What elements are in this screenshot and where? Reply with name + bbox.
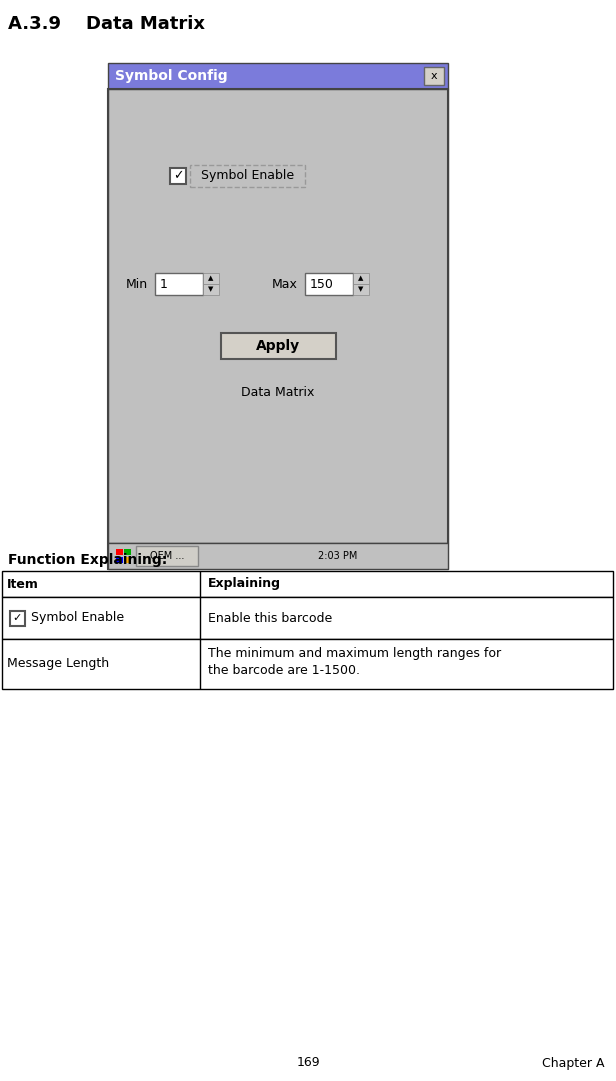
Text: Enable this barcode: Enable this barcode <box>208 612 332 625</box>
FancyBboxPatch shape <box>10 611 25 626</box>
Text: Data Matrix: Data Matrix <box>241 387 315 400</box>
FancyBboxPatch shape <box>124 557 131 563</box>
FancyBboxPatch shape <box>2 639 613 689</box>
Text: 150: 150 <box>310 278 334 291</box>
FancyBboxPatch shape <box>353 284 369 295</box>
Text: Symbol Enable: Symbol Enable <box>31 612 124 625</box>
FancyBboxPatch shape <box>305 273 353 295</box>
FancyBboxPatch shape <box>2 571 613 597</box>
Text: x: x <box>431 71 437 81</box>
Text: Chapter A: Chapter A <box>543 1056 605 1069</box>
FancyBboxPatch shape <box>108 89 448 543</box>
Text: ▼: ▼ <box>359 286 363 293</box>
FancyBboxPatch shape <box>424 67 444 85</box>
Text: Explaining: Explaining <box>208 577 281 590</box>
Text: Item: Item <box>7 577 39 590</box>
Text: Symbol Enable: Symbol Enable <box>201 170 294 183</box>
Text: ✓: ✓ <box>172 170 183 183</box>
Text: Max: Max <box>272 278 298 291</box>
Text: ▲: ▲ <box>359 276 363 281</box>
FancyBboxPatch shape <box>136 546 198 566</box>
FancyBboxPatch shape <box>124 549 131 555</box>
Text: OEM ...: OEM ... <box>150 551 184 561</box>
FancyBboxPatch shape <box>170 168 186 184</box>
Text: 1: 1 <box>160 278 168 291</box>
FancyBboxPatch shape <box>155 273 203 295</box>
Text: Symbol Config: Symbol Config <box>115 69 228 83</box>
Text: Apply: Apply <box>256 339 300 353</box>
FancyBboxPatch shape <box>203 284 219 295</box>
FancyBboxPatch shape <box>221 333 336 359</box>
FancyBboxPatch shape <box>108 543 448 569</box>
Text: 2:03 PM: 2:03 PM <box>318 551 358 561</box>
FancyBboxPatch shape <box>116 549 123 555</box>
Text: ✓: ✓ <box>13 613 22 623</box>
FancyBboxPatch shape <box>2 597 613 639</box>
FancyBboxPatch shape <box>353 273 369 284</box>
Text: A.3.9    Data Matrix: A.3.9 Data Matrix <box>8 15 205 34</box>
Text: ▲: ▲ <box>208 276 214 281</box>
Text: Min: Min <box>126 278 148 291</box>
Text: The minimum and maximum length ranges for
the barcode are 1-1500.: The minimum and maximum length ranges fo… <box>208 648 501 677</box>
Text: ▼: ▼ <box>208 286 214 293</box>
FancyBboxPatch shape <box>116 557 123 563</box>
FancyBboxPatch shape <box>203 273 219 284</box>
Text: 169: 169 <box>296 1056 320 1069</box>
Text: Function Explaining:: Function Explaining: <box>8 553 168 568</box>
Text: Message Length: Message Length <box>7 657 109 670</box>
FancyBboxPatch shape <box>108 63 448 89</box>
